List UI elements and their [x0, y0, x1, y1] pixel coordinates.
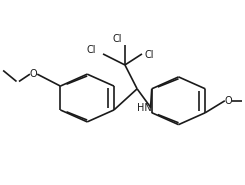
Text: Cl: Cl [145, 50, 154, 60]
Text: Cl: Cl [113, 34, 122, 44]
Text: O: O [225, 96, 232, 106]
Text: O: O [30, 69, 37, 79]
Text: Cl: Cl [86, 45, 96, 55]
Text: HN: HN [137, 103, 152, 113]
